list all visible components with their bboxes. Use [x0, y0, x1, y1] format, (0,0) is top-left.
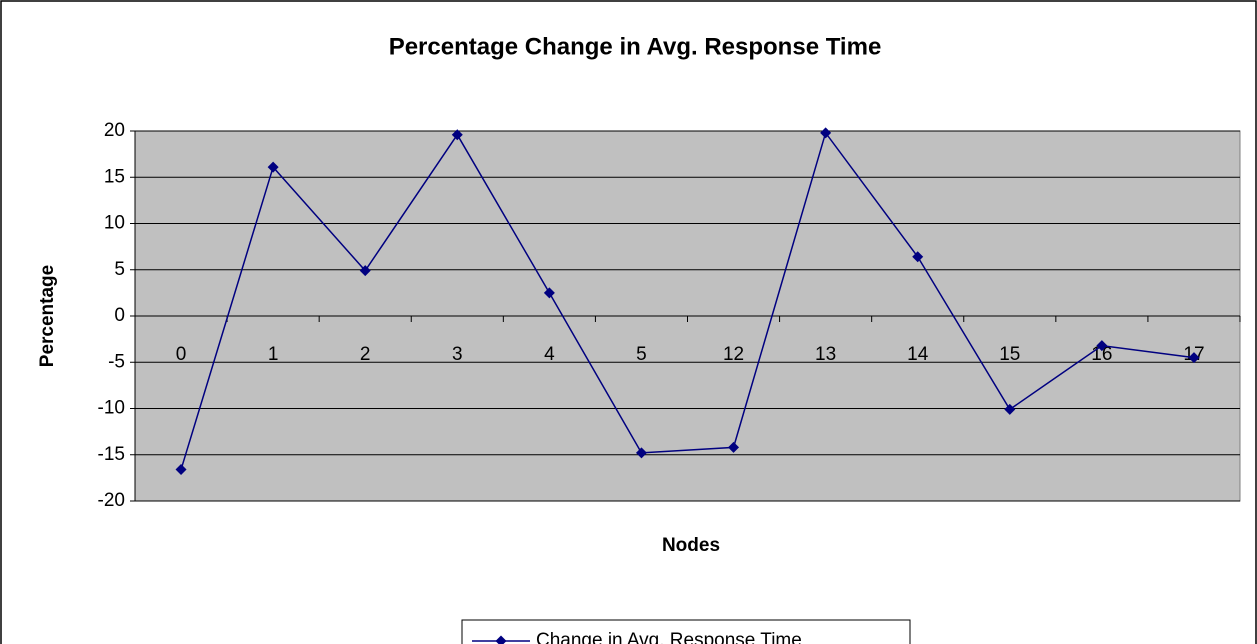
series-marker	[267, 161, 279, 173]
legend-label: Change in Avg. Response Time	[536, 630, 802, 644]
legend-box	[461, 619, 911, 644]
series-line	[180, 131, 1195, 470]
series-marker	[1188, 352, 1200, 364]
series-marker	[175, 464, 187, 476]
legend: Change in Avg. Response Time	[461, 619, 911, 644]
series-marker	[1004, 403, 1016, 415]
y-tick-label: 5	[114, 259, 125, 280]
series-marker	[820, 127, 832, 139]
x-tick-label: 4	[544, 344, 555, 365]
y-tick-label: -20	[98, 490, 125, 511]
x-tick-label: 12	[723, 344, 744, 365]
x-tick-label: 2	[360, 344, 371, 365]
chart-title: Percentage Change in Avg. Response Time	[389, 33, 882, 60]
series-marker	[543, 287, 555, 299]
series-marker	[635, 447, 647, 459]
series-marker	[359, 265, 371, 277]
y-tick-label: -10	[98, 398, 125, 419]
x-tick-label: 15	[999, 344, 1020, 365]
series-marker	[451, 129, 463, 141]
series-marker	[1096, 340, 1108, 352]
x-tick-label: 14	[907, 344, 929, 365]
y-tick-label: 15	[104, 166, 125, 187]
x-tick-label: 5	[636, 344, 647, 365]
series-marker	[912, 251, 924, 263]
y-tick-label: 0	[114, 305, 125, 326]
series-marker	[728, 441, 740, 453]
x-tick-label: 1	[268, 344, 279, 365]
y-tick-label: -15	[98, 444, 125, 465]
x-axis-label: Nodes	[662, 535, 720, 556]
x-tick-label: 13	[815, 344, 836, 365]
y-tick-label: 10	[104, 213, 125, 234]
y-tick-label: -5	[108, 351, 125, 372]
y-axis-label: Percentage	[37, 265, 58, 367]
x-tick-label: 3	[452, 344, 463, 365]
x-tick-label: 0	[176, 344, 187, 365]
legend-marker	[495, 635, 507, 644]
y-tick-label: 20	[104, 120, 125, 141]
